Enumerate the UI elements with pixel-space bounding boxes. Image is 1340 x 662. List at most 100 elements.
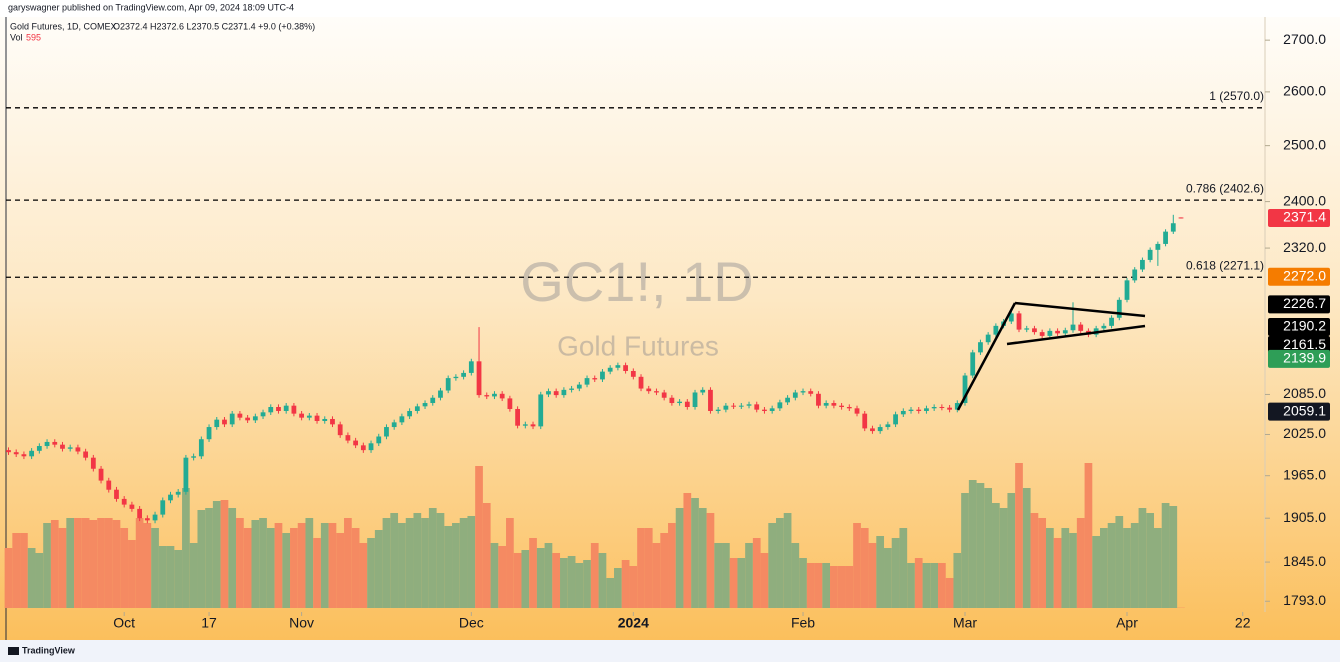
candle-body <box>978 342 983 353</box>
volume-bar <box>1022 488 1031 608</box>
candle-body <box>229 413 235 425</box>
candle-body <box>144 518 150 521</box>
volume-bar <box>884 548 892 608</box>
volume-bar <box>822 563 831 608</box>
y-tick-label: 2600.0 <box>1283 83 1326 99</box>
volume-bar <box>1130 523 1139 608</box>
candle-body <box>492 393 497 397</box>
volume-bar <box>459 518 468 608</box>
candle-body <box>152 514 158 521</box>
volume-bar <box>837 566 846 608</box>
volume-bar <box>251 520 260 608</box>
candle-body <box>1116 299 1122 318</box>
candle-body <box>337 424 343 436</box>
price-label-box <box>1268 209 1330 228</box>
volume-bar <box>783 513 792 608</box>
volume-bar <box>498 546 507 608</box>
volume-bar <box>166 546 175 608</box>
candle-body <box>900 410 906 415</box>
volume-bar <box>1161 503 1170 608</box>
candle-body <box>785 397 790 403</box>
candle-body <box>831 403 837 406</box>
volume-bar <box>128 540 136 608</box>
candle-body <box>1155 243 1161 250</box>
volume-bar <box>1046 528 1054 608</box>
volume-bar <box>297 523 306 608</box>
candle-body <box>684 401 690 407</box>
trend-line <box>956 302 1017 411</box>
volume-bar <box>482 503 491 608</box>
volume-bar <box>1100 528 1108 608</box>
volume-bar <box>1015 463 1023 608</box>
volume-bar <box>1169 506 1178 608</box>
candle-body <box>916 409 922 411</box>
trend-line <box>1014 301 1146 318</box>
candle-body <box>345 435 351 441</box>
volume-bar <box>205 508 213 608</box>
candle-body <box>268 406 274 413</box>
candle-body <box>700 389 706 393</box>
volume-bar <box>953 553 962 608</box>
candle-body <box>862 413 868 429</box>
candle-body <box>121 498 127 505</box>
candle-body <box>1016 313 1022 330</box>
candle-body <box>576 384 582 389</box>
volume-bar <box>799 558 807 608</box>
x-tick-label: Dec <box>459 615 484 631</box>
candle-body <box>391 422 397 428</box>
candle-body <box>1101 325 1107 329</box>
volume-bar <box>259 518 267 608</box>
candle-body <box>515 408 520 426</box>
candle-body <box>83 451 89 458</box>
volume-bar <box>320 523 329 608</box>
candle-body <box>422 403 428 407</box>
candle-body <box>522 424 528 426</box>
volume-bar <box>1138 508 1147 608</box>
candle-body <box>222 419 227 425</box>
volume-bar <box>868 543 877 608</box>
volume-bar <box>922 563 931 608</box>
volume-bar <box>1123 528 1131 608</box>
y-tick-label: 1845.0 <box>1283 553 1326 569</box>
candle-body <box>1055 330 1060 334</box>
volume-bar <box>1030 513 1039 608</box>
volume-bar <box>506 518 514 608</box>
volume-bar <box>590 543 599 608</box>
candle-body <box>654 391 659 393</box>
price-label: 2059.1 <box>1283 402 1326 418</box>
candle-body <box>708 389 713 411</box>
candle-body <box>90 457 96 469</box>
volume-bar <box>729 558 738 608</box>
y-tick-label: 2400.0 <box>1283 192 1326 208</box>
volume-bar <box>436 513 445 608</box>
volume-bar <box>120 528 129 608</box>
volume-bar <box>158 546 167 608</box>
candle-body <box>484 395 490 397</box>
volume-bar <box>791 543 800 608</box>
price-label: 2139.9 <box>1283 350 1326 366</box>
candle-body <box>1109 317 1114 326</box>
y-tick-label: 2500.0 <box>1283 136 1326 152</box>
candle-body <box>314 415 320 422</box>
candle-body <box>36 446 42 451</box>
candle-body <box>947 407 952 410</box>
candle-body <box>692 392 698 407</box>
candle-body <box>175 491 181 495</box>
volume-bar <box>313 538 321 608</box>
candle-body <box>137 508 143 519</box>
volume-bar <box>629 566 638 608</box>
candle-body <box>430 397 436 404</box>
trend-line <box>1006 324 1146 346</box>
volume-bar <box>660 533 669 608</box>
candle-body <box>191 456 197 458</box>
candle-body <box>677 401 682 404</box>
candle-body <box>291 405 297 414</box>
candle-body <box>592 378 598 380</box>
candle-body <box>561 389 567 396</box>
y-tick-label: 1793.0 <box>1283 592 1326 608</box>
candle-body <box>60 444 65 449</box>
candle-body <box>630 370 636 377</box>
price-label-box <box>1268 336 1330 355</box>
candle-body <box>245 417 251 421</box>
